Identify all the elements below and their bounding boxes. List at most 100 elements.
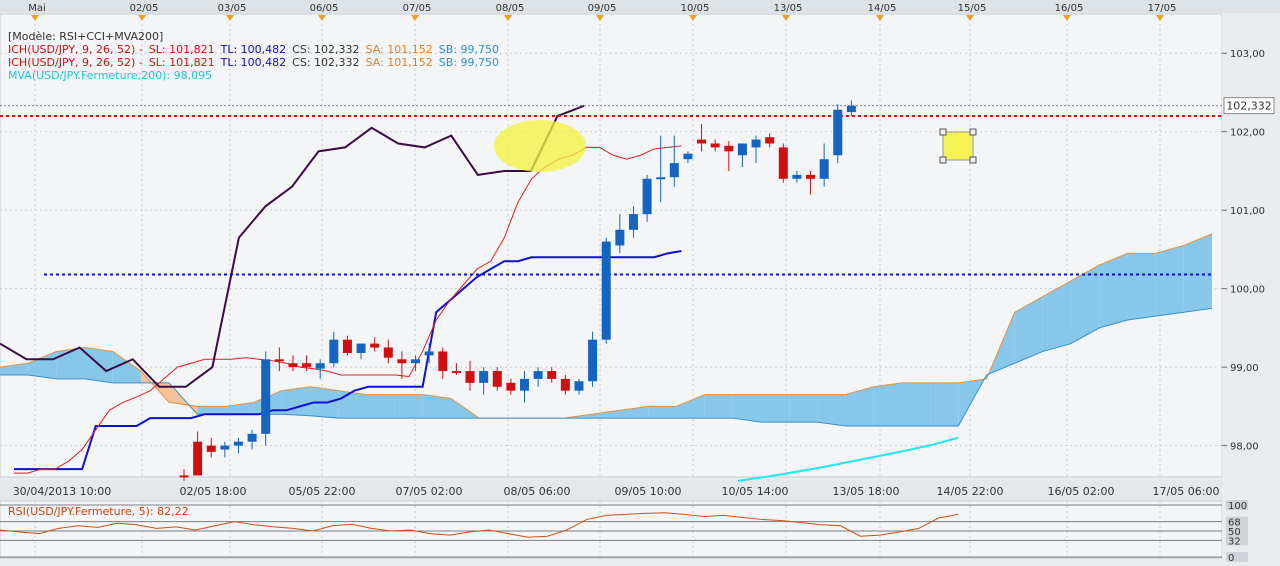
- date-marker-triangle: [782, 15, 790, 21]
- kumo-cloud-segment: [422, 394, 451, 419]
- kumo-cloud-segment: [676, 394, 705, 419]
- kumo-cloud-segment: [789, 394, 818, 423]
- rsi-tick-label: 32: [1228, 536, 1241, 547]
- kumo-cloud-segment: [732, 394, 762, 423]
- candle-body: [233, 441, 243, 446]
- candle-body: [288, 363, 298, 368]
- date-marker-triangle: [1063, 15, 1071, 21]
- candle-body: [329, 339, 339, 364]
- kumo-cloud-segment: [1183, 233, 1212, 313]
- kumo-cloud-segment: [873, 382, 902, 426]
- candle-body: [806, 174, 816, 179]
- top-date-label: 16/05: [1055, 3, 1084, 14]
- price-tick-label: 103,00: [1230, 49, 1265, 60]
- date-marker-triangle: [31, 15, 39, 21]
- kumo-cloud-segment: [648, 406, 677, 419]
- candle-body: [356, 343, 366, 354]
- rsi-tick-bg: [1226, 535, 1248, 546]
- ich-name: ICH(USD/JPY, 9, 26, 52) -: [8, 43, 143, 56]
- rsi-tick-bg: [1226, 526, 1248, 536]
- price-tick-label: 102,00: [1230, 128, 1265, 139]
- time-axis-label: 09/05 10:00: [615, 485, 682, 498]
- candle-body: [560, 378, 570, 391]
- top-date-label: 06/05: [310, 3, 339, 14]
- rsi-tick-bg: [1226, 500, 1248, 510]
- kumo-cloud-segment: [704, 394, 733, 419]
- top-date-label: 02/05: [130, 3, 159, 14]
- current-price-label: 102,332: [1226, 100, 1272, 113]
- mva-legend: MVA(USD/JPY.Fermeture,200): 98,095: [8, 69, 213, 82]
- top-date-label: 09/05: [588, 3, 617, 14]
- rsi-tick-label: 0: [1228, 553, 1234, 562]
- kumo-cloud-segment: [901, 382, 931, 426]
- candle-body: [615, 229, 625, 246]
- kumo-cloud-segment: [1071, 265, 1100, 344]
- rsi-tick-label: 100: [1228, 501, 1247, 512]
- candle-body: [315, 363, 325, 369]
- time-axis-label: 07/05 02:00: [396, 485, 463, 498]
- top-date-label: Mai: [28, 3, 46, 14]
- candle-body: [261, 359, 271, 434]
- ich-sb: SB: 99,750: [438, 43, 499, 56]
- candle-body: [574, 381, 584, 391]
- selection-handle: [969, 128, 977, 136]
- price-tick-label: 101,00: [1230, 206, 1265, 217]
- date-marker-triangle: [1156, 15, 1164, 21]
- candle-body: [302, 363, 312, 368]
- candle-body: [492, 371, 502, 387]
- ich-name: ICH(USD/JPY, 9, 26, 52) -: [8, 56, 143, 69]
- kumo-cloud-segment: [591, 410, 621, 419]
- candle-body: [642, 178, 652, 215]
- candle-body: [765, 137, 775, 144]
- ich-sl: SL: 101,821: [148, 43, 215, 56]
- ich-cs: CS: 102,332: [292, 56, 360, 69]
- kumo-cloud-segment: [394, 394, 423, 419]
- time-axis-label: 02/05 18:00: [180, 485, 247, 498]
- time-axis-label: 08/05 06:00: [504, 485, 571, 498]
- ich-sa: SA: 101,152: [365, 56, 433, 69]
- rsi-tick-bg: [1226, 516, 1248, 527]
- candle-body: [710, 143, 720, 148]
- top-date-label: 15/05: [958, 3, 987, 14]
- candle-body: [465, 371, 475, 383]
- kumo-cloud-segment: [112, 351, 141, 383]
- rsi-tick-label: 50: [1228, 527, 1241, 538]
- kumo-cloud-segment: [197, 406, 226, 415]
- senkou-span-a: [0, 233, 1213, 419]
- candle-body: [451, 371, 461, 374]
- highlight-box: [942, 131, 974, 161]
- candle-body: [533, 371, 543, 379]
- candle-body: [220, 445, 230, 450]
- date-marker-triangle: [876, 15, 884, 21]
- time-axis-bar: [0, 480, 1222, 501]
- candle-body: [628, 214, 638, 230]
- selection-handle: [939, 156, 947, 164]
- candle-body: [179, 475, 189, 478]
- candle-body: [438, 351, 448, 372]
- top-date-label: 13/05: [774, 3, 803, 14]
- kumo-cloud-segment: [1042, 280, 1072, 352]
- candle-body: [683, 153, 693, 160]
- candle-body: [547, 371, 557, 379]
- top-date-label: 10/05: [681, 3, 710, 14]
- time-axis-label: 16/05 02:00: [1048, 485, 1115, 498]
- candle-body: [656, 177, 666, 180]
- candle-body: [411, 359, 421, 364]
- ich-cs: CS: 102,332: [292, 43, 360, 56]
- time-axis-label: 17/05 06:00: [1153, 485, 1220, 498]
- rsi-tick-bg: [1226, 552, 1248, 562]
- date-marker-triangle: [689, 15, 697, 21]
- plot-area: [0, 13, 1223, 478]
- top-date-label: 17/05: [1148, 3, 1177, 14]
- kumo-cloud-segment: [1014, 296, 1043, 364]
- model-label: [Modèle: RSI+CCI+MVA200]: [8, 30, 164, 43]
- kijun-sen-line: [14, 250, 682, 471]
- candle-body: [193, 441, 203, 476]
- kumo-cloud-segment: [338, 390, 367, 419]
- price-tick-label: 99,00: [1230, 363, 1259, 374]
- date-marker-triangle: [504, 15, 512, 21]
- candle-body: [819, 159, 829, 179]
- kumo-cloud-segment: [930, 382, 959, 426]
